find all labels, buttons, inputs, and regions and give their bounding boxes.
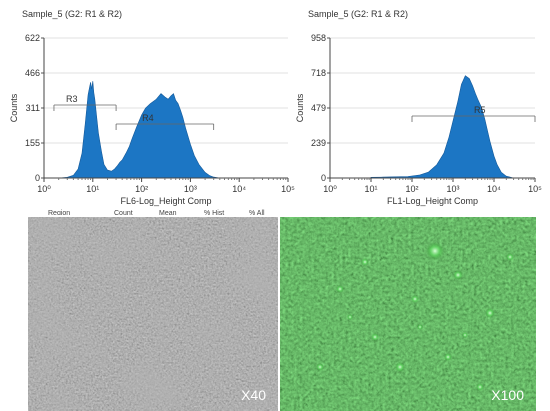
x-tick-label: 10⁴ xyxy=(232,184,246,194)
y-tick-label: 155 xyxy=(25,138,40,148)
y-tick-label: 311 xyxy=(26,103,40,113)
y-tick-label: 958 xyxy=(311,33,326,43)
stats-header-cell: % Hist xyxy=(204,210,224,215)
x-tick-label: 10⁴ xyxy=(487,184,501,194)
micrograph-x40-image xyxy=(28,217,278,411)
fluorescent-cell xyxy=(347,314,353,320)
stats-header-cell: Mean xyxy=(159,210,177,215)
y-axis-label: Counts xyxy=(9,93,19,122)
fluorescent-cell xyxy=(462,332,468,338)
y-tick-label: 622 xyxy=(25,33,40,43)
x-tick-label: 10³ xyxy=(184,184,197,194)
histogram-fl6-svg: Sample_5 (G2: R1 & R2) Counts 0 155 311 466 62… xyxy=(9,9,295,217)
fluorescent-cell xyxy=(426,242,444,260)
micrograph-x100: X100 xyxy=(280,217,536,411)
x-tick-label: 10² xyxy=(405,184,418,194)
x-tick-label: 10³ xyxy=(446,184,459,194)
y-axis-label: Counts xyxy=(295,93,305,122)
x-tick-label: 10¹ xyxy=(364,184,377,194)
micrograph-x100-image xyxy=(280,217,536,411)
y-tick-label: 466 xyxy=(25,68,40,78)
micrograph-x40: X40 xyxy=(28,217,278,411)
x-tick-label: 10¹ xyxy=(86,184,99,194)
y-tick-label: 239 xyxy=(311,138,326,148)
fluorescent-cell xyxy=(336,285,344,293)
region-label: R3 xyxy=(66,94,78,104)
chart-title: Sample_5 (G2: R1 & R2) xyxy=(308,9,408,19)
fluorescent-cell xyxy=(371,333,379,341)
histogram-area xyxy=(370,75,514,179)
histogram-fl1: Sample_5 (G2: R1 & R2) Counts 0 239 479 718 95… xyxy=(290,0,550,215)
x-axis-label: FL6-Log_Height Comp xyxy=(120,196,211,206)
fluorescent-cell xyxy=(444,353,452,361)
fluorescent-cell xyxy=(361,258,369,266)
fluorescent-cell xyxy=(411,295,419,303)
fluorescent-cell xyxy=(453,270,463,280)
x-tick-label: 10⁰ xyxy=(323,184,337,194)
magnification-label-x100: X100 xyxy=(491,387,524,403)
histogram-area xyxy=(58,81,220,179)
fluorescent-cell xyxy=(316,363,324,371)
y-tick-label: 0 xyxy=(321,173,326,183)
x-tick-label: 10⁰ xyxy=(37,184,51,194)
fluorescent-cell xyxy=(476,383,484,391)
y-tick-label: 479 xyxy=(311,103,326,113)
x-axis-label: FL1-Log_Height Comp xyxy=(387,196,478,206)
chart-title: Sample_5 (G2: R1 & R2) xyxy=(22,9,122,19)
region-label: R4 xyxy=(142,113,154,123)
x-tick-label: 10² xyxy=(135,184,148,194)
fluorescent-cell xyxy=(395,362,405,372)
y-tick-label: 718 xyxy=(311,68,326,78)
x-tick-label: 10⁵ xyxy=(281,184,295,194)
histogram-fl6: Sample_5 (G2: R1 & R2) Counts 0 155 311 466 62… xyxy=(0,0,295,217)
y-tick-label: 0 xyxy=(35,173,40,183)
histogram-fl1-svg: Sample_5 (G2: R1 & R2) Counts 0 239 479 718 95… xyxy=(295,9,542,206)
fluorescent-cell xyxy=(485,308,495,318)
fluorescent-cell xyxy=(417,324,423,330)
stats-header-cell: % All xyxy=(249,210,265,215)
stats-header-cell: Count xyxy=(114,210,133,215)
magnification-label-x40: X40 xyxy=(241,387,266,403)
region-label: R5 xyxy=(474,105,486,115)
stats-header-cell: Region xyxy=(48,210,70,215)
fluorescent-cell xyxy=(506,253,514,261)
x-tick-label: 10⁵ xyxy=(528,184,542,194)
